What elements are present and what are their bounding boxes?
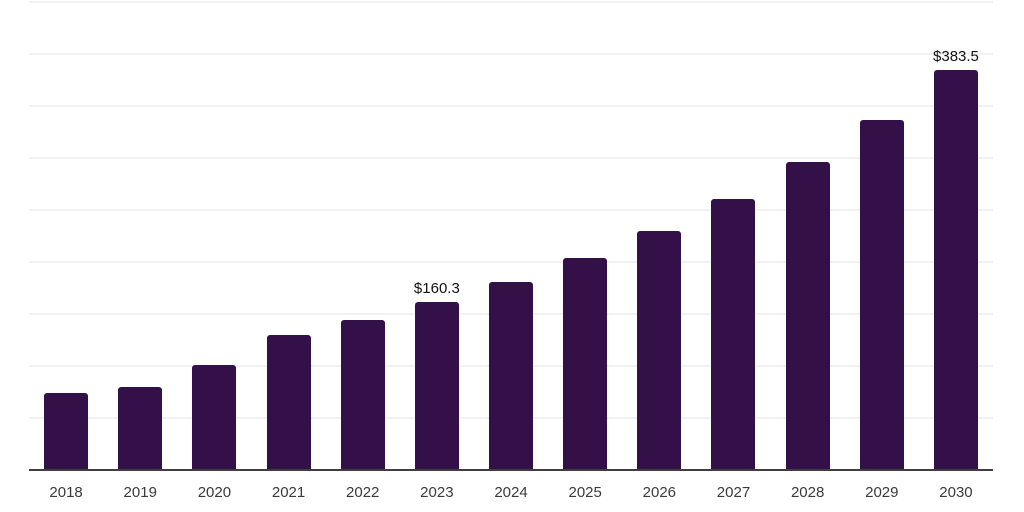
plot-area: $160.3 $383.5 <box>29 0 993 469</box>
bar-slot-2023: $160.3 <box>400 0 474 469</box>
bar-slot-2030: $383.5 <box>919 0 993 469</box>
gridline <box>29 1 993 3</box>
gridline <box>29 261 993 263</box>
bar-2023 <box>414 302 459 469</box>
bar-2025 <box>563 257 608 469</box>
gridline <box>29 105 993 107</box>
bar-slot-2026 <box>622 0 696 469</box>
bar-slot-2029 <box>845 0 919 469</box>
x-axis-label-2030: 2030 <box>939 484 973 501</box>
x-axis-label-2021: 2021 <box>271 484 306 501</box>
x-axis-label-2029: 2029 <box>865 484 899 501</box>
x-axis-label-2024: 2024 <box>494 484 528 501</box>
bar-2020 <box>192 365 237 469</box>
x-axis-label-2026: 2026 <box>642 484 677 501</box>
bar-2028 <box>785 162 830 469</box>
bar-2021 <box>266 334 311 469</box>
x-axis-labels: 2018 2019 2020 2021 2022 2023 2024 2025 2026 2027… <box>29 484 993 502</box>
bar-2029 <box>859 119 904 469</box>
bar-slot-2019 <box>103 0 177 469</box>
x-axis-line <box>29 469 993 471</box>
value-label-2030: $383.5 <box>933 48 979 66</box>
bar-2026 <box>637 230 682 469</box>
bar-slot-2020 <box>177 0 251 469</box>
bar-2018 <box>44 393 89 469</box>
bar-slot-2018 <box>29 0 103 469</box>
gridline <box>29 53 993 55</box>
x-axis-label-2022: 2022 <box>346 484 380 501</box>
bar-slot-2024 <box>474 0 548 469</box>
x-axis-label-2020: 2020 <box>197 484 232 501</box>
x-axis-label-2028: 2028 <box>790 484 825 501</box>
bar-2030 <box>933 70 978 469</box>
bars-container: $160.3 $383.5 <box>29 0 993 469</box>
bar-slot-2021 <box>251 0 325 469</box>
bar-slot-2028 <box>771 0 845 469</box>
bar-2027 <box>711 198 756 469</box>
bar-slot-2027 <box>696 0 770 469</box>
gridline <box>29 209 993 211</box>
x-axis-label-2025: 2025 <box>568 484 602 501</box>
x-axis-label-2027: 2027 <box>716 484 751 501</box>
x-axis-label-2019: 2019 <box>123 484 157 501</box>
bar-2019 <box>118 386 163 469</box>
bar-2024 <box>489 281 534 469</box>
x-axis-label-2018: 2018 <box>49 484 83 501</box>
bar-slot-2025 <box>548 0 622 469</box>
value-label-2023: $160.3 <box>413 280 460 298</box>
bar-slot-2022 <box>326 0 400 469</box>
x-axis-label-2023: 2023 <box>420 484 454 501</box>
bar-2022 <box>340 320 385 469</box>
gridline <box>29 157 993 159</box>
